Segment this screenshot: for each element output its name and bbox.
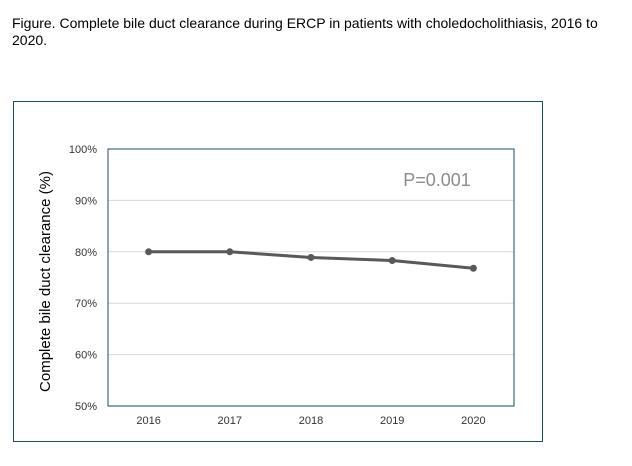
p-value-annotation: P=0.001 (403, 170, 471, 190)
data-point (307, 253, 315, 261)
y-tick-label: 90% (75, 195, 97, 207)
x-tick-label: 2020 (461, 415, 485, 427)
y-tick-label: 100% (69, 144, 97, 156)
data-point (469, 264, 477, 272)
y-tick-label: 70% (75, 298, 97, 310)
gridlines (108, 199, 514, 356)
y-tick-label: 60% (75, 350, 97, 362)
y-axis-label: Complete bile duct clearance (%) (37, 171, 54, 392)
plot-area-border (107, 148, 515, 407)
y-tick-label: 80% (75, 247, 97, 259)
x-tick-label: 2019 (380, 415, 404, 427)
chart-frame: 50% 60% 70% 80% 90% 100% 2016 2017 2018 2019 2020… (13, 101, 543, 442)
y-tick-labels: 50% 60% 70% 80% 90% 100% (69, 144, 97, 413)
figure-caption: Figure. Complete bile duct clearance dur… (12, 15, 598, 48)
data-point (388, 257, 396, 265)
x-tick-labels: 2016 2017 2018 2019 2020 (136, 415, 485, 427)
data-point (145, 248, 153, 256)
data-points (145, 248, 477, 272)
x-tick-label: 2017 (218, 415, 242, 427)
x-tick-label: 2016 (136, 415, 160, 427)
x-tick-label: 2018 (299, 415, 323, 427)
data-point (226, 248, 234, 256)
y-tick-label: 50% (75, 401, 97, 413)
line-chart: 50% 60% 70% 80% 90% 100% 2016 2017 2018 2019 2020… (37, 144, 515, 427)
